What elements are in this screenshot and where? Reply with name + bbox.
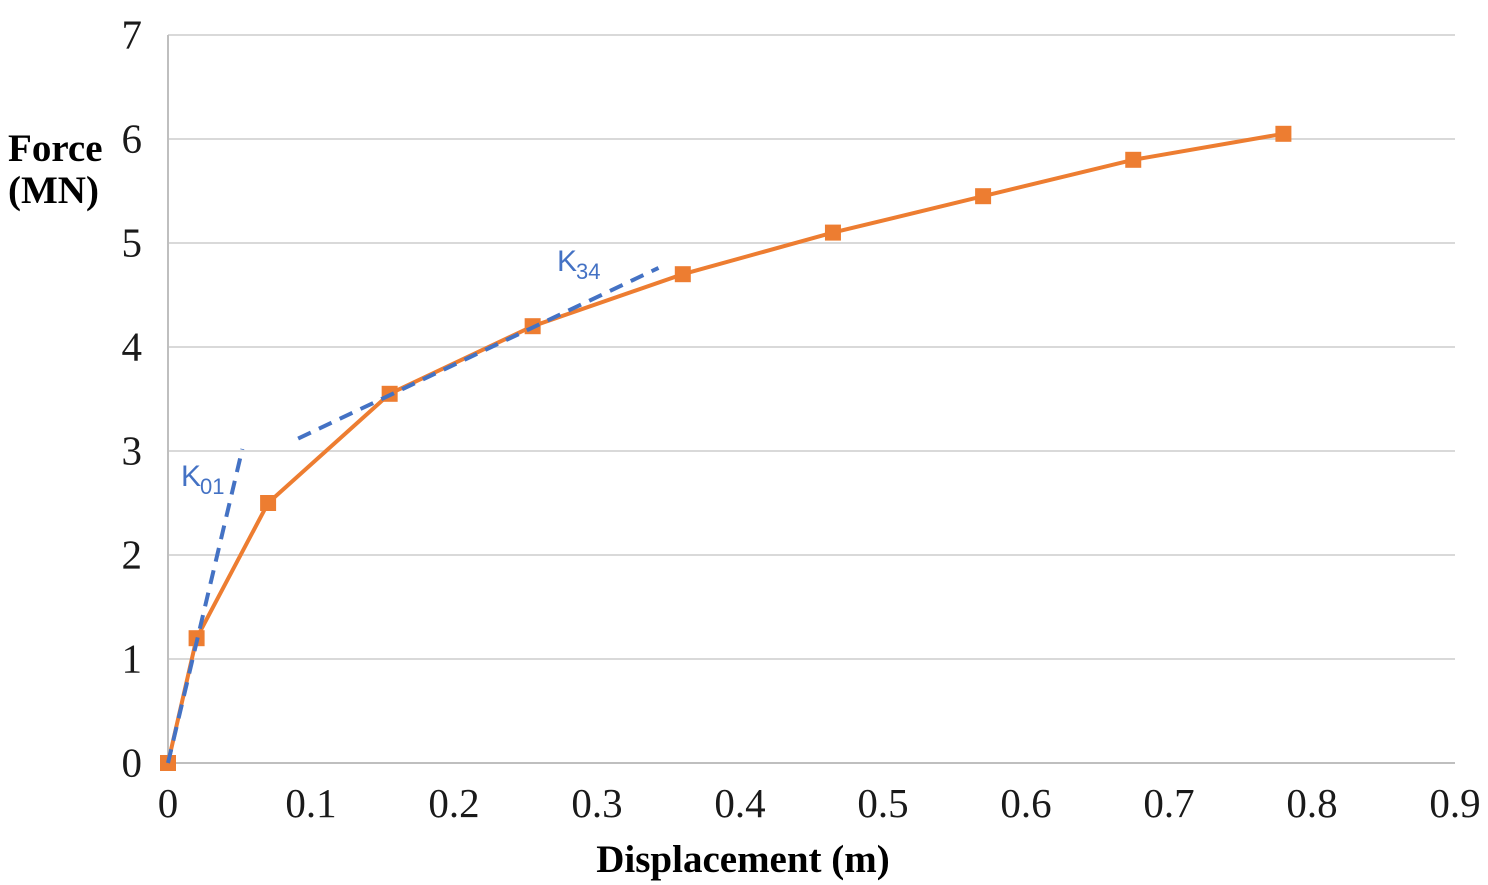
x-tick-label-0.6: 0.6 — [1000, 780, 1052, 826]
x-tick-label-0.2: 0.2 — [428, 780, 480, 826]
y-tick-label-6: 6 — [121, 115, 143, 162]
data-point-marker — [1125, 151, 1142, 168]
x-axis-title: Displacement (m) — [596, 838, 890, 881]
k34-stiffness-annotation: K34 — [557, 245, 602, 283]
x-tick-label-0.8: 0.8 — [1286, 780, 1338, 826]
k01-stiffness-annotation: K01 — [181, 460, 226, 498]
x-tick-label-0.1: 0.1 — [285, 780, 337, 826]
y-tick-label-2: 2 — [121, 531, 143, 578]
x-tick-label-0.5: 0.5 — [857, 780, 909, 826]
force-displacement-curve-line — [166, 131, 1284, 764]
data-point-marker — [674, 266, 691, 283]
y-tick-label-0: 0 — [121, 739, 143, 786]
y-tick-label-4: 4 — [121, 323, 143, 370]
x-tick-label-0.3: 0.3 — [571, 780, 623, 826]
data-point-marker — [260, 495, 277, 511]
x-tick-label-0: 0 — [157, 780, 179, 826]
y-axis-title-line1: Force — [8, 127, 103, 170]
y-tick-label-1: 1 — [121, 635, 143, 682]
data-point-marker — [824, 224, 841, 241]
y-axis-title: Force (MN) — [8, 128, 103, 212]
y-tick-label-7: 7 — [121, 11, 143, 58]
K34-stiffness-line — [297, 266, 660, 441]
x-tick-label-0.4: 0.4 — [714, 780, 766, 826]
x-tick-label-0.9: 0.9 — [1429, 780, 1481, 826]
K01-stiffness-line — [166, 448, 245, 764]
y-tick-label-5: 5 — [121, 219, 143, 266]
y-tick-label-3: 3 — [121, 427, 143, 474]
k01-label-subscript: 01 — [200, 474, 225, 499]
k34-label-base: K — [557, 245, 578, 278]
k34-label-subscript: 34 — [576, 259, 601, 284]
data-point-marker — [975, 188, 992, 205]
x-tick-label-0.7: 0.7 — [1143, 780, 1195, 826]
k01-label-base: K — [181, 460, 202, 493]
data-point-marker — [1275, 125, 1292, 142]
y-axis-title-line2: (MN) — [8, 169, 99, 212]
